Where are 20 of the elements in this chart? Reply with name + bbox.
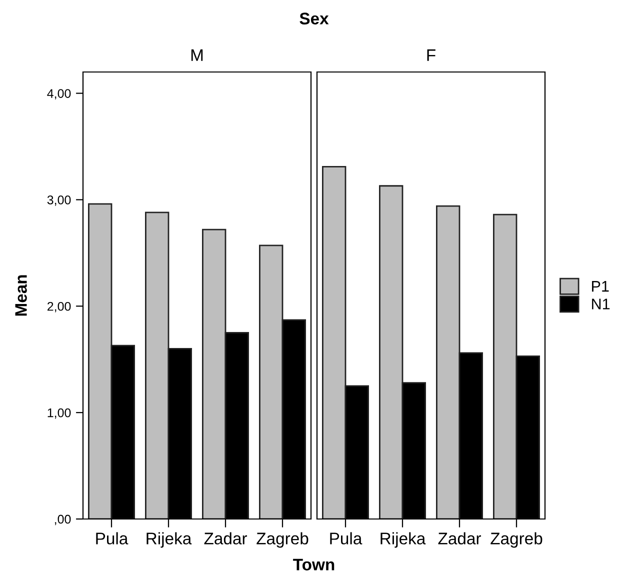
x-tick-label: Zagreb: [490, 532, 542, 548]
y-tick-label: ,00: [54, 514, 71, 526]
x-tick-label: Pula: [96, 532, 128, 544]
x-axis-title: Town: [293, 558, 334, 570]
y-tick-label: 2,00: [47, 302, 71, 312]
x-tick-label: Zadar: [438, 532, 481, 544]
chart-title: M: [191, 49, 203, 61]
legend-label: P1: [592, 281, 609, 292]
y-axis-title: Mean: [15, 275, 27, 316]
chart-title: F: [427, 49, 436, 61]
x-tick-label: Pula: [330, 532, 362, 544]
x-tick-label: Zadar: [204, 532, 247, 544]
x-tick-label: Rijeka: [380, 532, 426, 548]
x-tick-label: Zagreb: [256, 532, 308, 548]
y-tick-label: 1,00: [48, 408, 71, 419]
text: Sex: [300, 12, 329, 24]
y-tick-label: 4,00: [47, 89, 71, 100]
legend-label: N1: [592, 298, 610, 310]
x-tick-label: Rijeka: [146, 532, 192, 548]
y-tick-label: 3,00: [47, 196, 71, 206]
